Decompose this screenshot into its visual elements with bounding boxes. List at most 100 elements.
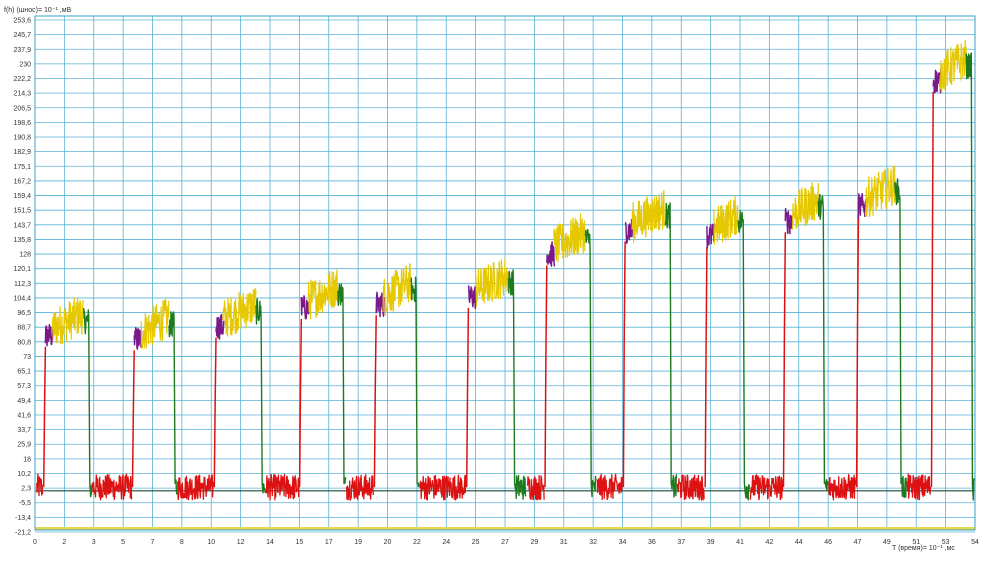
y-tick-label: 2,3 <box>21 486 31 493</box>
pulse-onset-trace <box>215 313 225 340</box>
y-tick-labels: 253,6 245,7 237,9 230 222,2 214,3 206,5 198,6 19… <box>13 18 31 537</box>
pulse-rest-trace <box>526 474 545 501</box>
pulse-onset-trace <box>546 241 556 267</box>
x-tick-label: 19 <box>354 539 362 546</box>
y-tick-label: -21,2 <box>15 530 31 537</box>
x-tick-label: 53 <box>942 539 950 546</box>
pulse-onset-trace <box>932 68 942 94</box>
pulse-fall-trace <box>337 283 347 485</box>
y-tick-label: 214,3 <box>13 91 31 98</box>
y-tick-label: 151,5 <box>13 208 31 215</box>
pulse-plateau-trace <box>864 165 896 218</box>
x-tick-label: 36 <box>648 539 656 546</box>
pulse-onset-trace <box>44 323 54 347</box>
pulse-rest-trace <box>828 474 857 501</box>
y-tick-label: 206,5 <box>13 105 31 112</box>
pulse-rise-trace <box>465 307 470 488</box>
pulse-onset-trace <box>467 285 477 310</box>
x-tick-label: 17 <box>325 539 333 546</box>
pulse-rest-trace <box>36 473 44 497</box>
pulse-onset-trace <box>857 192 867 219</box>
pulse-fall-trace <box>168 311 178 495</box>
y-tick-label: 73 <box>23 354 31 361</box>
pulse-rest-trace <box>419 474 467 501</box>
y-tick-label: 128 <box>19 252 31 259</box>
y-tick-label: 175,1 <box>13 164 31 171</box>
x-tick-label: 31 <box>560 539 568 546</box>
y-tick-label: 167,2 <box>13 178 31 185</box>
pulse-onset-trace <box>706 222 716 249</box>
y-tick-label: 57,3 <box>17 383 31 390</box>
pulse-rise-trace <box>782 232 787 488</box>
y-tick-label: 41,6 <box>17 412 31 419</box>
x-tick-label: 37 <box>677 539 685 546</box>
pulse-rise-trace <box>544 265 548 488</box>
x-tick-labels: 0 2 3 5 7 8 10 12 14 15 17 19 20 22 24 25 27 29 31 32 34 36 37… <box>33 539 979 546</box>
x-tick-label: 42 <box>765 539 773 546</box>
y-tick-label: 143,7 <box>13 222 31 229</box>
bottom-band <box>35 527 975 530</box>
y-tick-label: 198,6 <box>13 120 31 127</box>
pulse-rise-trace <box>131 350 135 488</box>
pulse-plateau-trace <box>631 190 666 243</box>
y-tick-label: 230 <box>19 61 31 68</box>
pulse-onset-trace <box>624 218 634 244</box>
y-tick-label: 120,1 <box>13 266 31 273</box>
pulse-plateau-trace <box>939 39 967 93</box>
y-axis-label: f(h) (шнос)= 10⁻¹ ,мВ <box>4 7 72 14</box>
x-tick-label: 20 <box>384 539 392 546</box>
x-tick-label: 8 <box>180 539 184 546</box>
x-tick-label: 22 <box>413 539 421 546</box>
x-tick-label: 25 <box>472 539 480 546</box>
pulse-plateau-trace <box>553 213 586 263</box>
x-tick-label: 15 <box>295 539 303 546</box>
x-tick-label: 24 <box>442 539 450 546</box>
pulse-rest-trace <box>749 474 784 501</box>
y-tick-label: 18 <box>23 456 31 463</box>
y-tick-label: 222,2 <box>13 76 31 83</box>
y-tick-label: 49,4 <box>17 398 31 405</box>
x-axis-label: T (время)= 10⁻¹ ,мс <box>892 545 955 552</box>
pulse-fall-trace <box>83 307 93 498</box>
pulse-onset-trace <box>784 208 794 235</box>
x-tick-label: 14 <box>266 539 274 546</box>
x-tick-label: 47 <box>854 539 862 546</box>
x-tick-label: 10 <box>207 539 215 546</box>
pulse-rest-trace <box>596 473 623 501</box>
pulse-plateau-trace <box>713 195 739 246</box>
pulse-rise-trace <box>373 315 377 488</box>
y-tick-label: 10,2 <box>17 471 31 478</box>
pulse-rest-trace <box>345 474 375 501</box>
pulse-fall-trace <box>255 298 266 494</box>
pulse-plateau-trace <box>51 297 84 345</box>
pulse-fall-trace <box>410 276 420 488</box>
y-tick-label: 190,8 <box>13 135 31 142</box>
plot-frame <box>34 15 976 531</box>
pulse-fall-trace <box>965 52 975 501</box>
x-tick-label: 54 <box>971 539 979 546</box>
pulse-fall-trace <box>664 202 677 498</box>
x-tick-label: 49 <box>883 539 891 546</box>
y-tick-label: -5,5 <box>19 500 31 507</box>
pulse-onset-trace <box>300 295 310 320</box>
x-tick-label: 2 <box>62 539 66 546</box>
pulse-rest-trace <box>177 474 215 501</box>
y-tick-label: 182,9 <box>13 149 31 156</box>
pulse-fall-trace <box>894 178 907 498</box>
pulse-rest-trace <box>676 474 705 501</box>
x-tick-label: 5 <box>121 539 125 546</box>
grid <box>34 16 976 533</box>
pulse-plateau-trace <box>791 181 819 231</box>
pulse-plateau-trace <box>474 258 509 307</box>
x-tick-label: 44 <box>795 539 803 546</box>
x-tick-label: 29 <box>530 539 538 546</box>
y-tick-label: 104,4 <box>13 295 31 302</box>
x-tick-label: 32 <box>589 539 597 546</box>
pulse-rest-trace <box>265 473 300 501</box>
x-tick-label: 51 <box>912 539 920 546</box>
x-tick-label: 41 <box>736 539 744 546</box>
x-tick-label: 27 <box>501 539 509 546</box>
x-tick-label: 12 <box>237 539 245 546</box>
y-tick-label: 112,3 <box>14 281 31 288</box>
